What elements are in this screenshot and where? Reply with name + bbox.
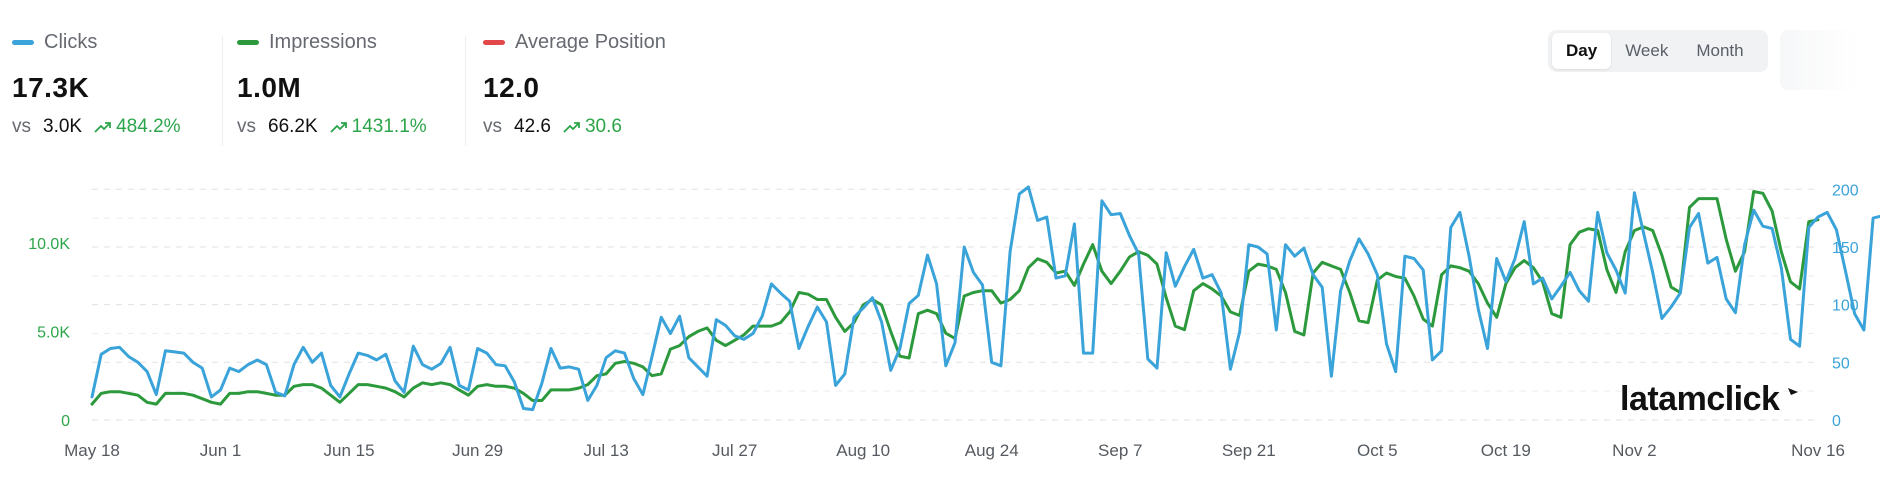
x-axis-tick-label: Oct 5 [1357, 441, 1398, 460]
left-axis: 0 5.0K 10.0K [28, 236, 70, 430]
legend-label: Clicks [44, 30, 98, 53]
x-axis-tick-label: Oct 19 [1481, 441, 1531, 460]
change-indicator: 1431.1% [330, 116, 427, 138]
trend-up-icon [563, 122, 580, 133]
previous-value: 42.6 [514, 116, 551, 137]
compare-row: vs 66.2K 1431.1% [237, 116, 427, 138]
average-position-swatch-icon [483, 39, 505, 45]
vs-label: vs [483, 116, 502, 137]
x-axis-tick-label: Nov 16 [1791, 441, 1845, 460]
x-axis-tick-label: Jul 27 [712, 441, 757, 460]
legend-impressions[interactable]: Impressions [237, 28, 427, 56]
impressions-swatch-icon [237, 39, 259, 45]
x-axis-tick-label: Jun 15 [324, 441, 375, 460]
compare-row: vs 42.6 30.6 [483, 116, 666, 138]
legend-clicks[interactable]: Clicks [12, 28, 181, 56]
metric-divider [222, 36, 223, 146]
x-axis-tick-label: Aug 24 [965, 441, 1019, 460]
left-axis-tick-label: 10.0K [28, 236, 70, 253]
change-indicator: 30.6 [563, 116, 622, 138]
compare-row: vs 3.0K 484.2% [12, 116, 181, 138]
x-axis-tick-label: Jun 1 [200, 441, 242, 460]
change-value: 484.2% [116, 116, 181, 137]
range-toggle: Day Week Month [1548, 30, 1768, 72]
left-axis-tick-label: 0 [61, 413, 70, 430]
grid-lines [92, 188, 1818, 421]
change-indicator: 484.2% [94, 116, 181, 138]
left-axis-tick-label: 5.0K [37, 324, 70, 341]
right-axis-tick-label: 200 [1832, 182, 1859, 199]
right-axis-tick-label: 0 [1832, 413, 1841, 430]
x-axis-tick-label: Sep 7 [1098, 441, 1142, 460]
previous-value: 3.0K [43, 116, 83, 137]
series-line-clicks [90, 185, 1880, 412]
metric-impressions: Impressions 1.0M vs 66.2K 1431.1% [237, 28, 427, 138]
x-axis-tick-label: Nov 2 [1612, 441, 1656, 460]
trend-up-icon [330, 122, 347, 133]
x-axis-tick-label: Jul 13 [583, 441, 628, 460]
x-axis-tick-label: Sep 21 [1222, 441, 1276, 460]
change-value: 30.6 [584, 116, 622, 137]
right-axis-tick-label: 50 [1832, 355, 1850, 372]
x-axis-tick-label: Jun 29 [452, 441, 503, 460]
legend-label: Impressions [269, 30, 377, 53]
watermark-logo: latamclick [1620, 380, 1780, 418]
metric-divider [465, 36, 466, 146]
clicks-swatch-icon [12, 39, 34, 45]
vs-label: vs [237, 116, 256, 137]
legend-average-position[interactable]: Average Position [483, 28, 666, 56]
metric-average-position: Average Position 12.0 vs 42.6 30.6 [483, 28, 666, 138]
series-layer [90, 185, 1880, 412]
faded-control [1780, 30, 1860, 90]
metric-value: 1.0M [237, 72, 302, 103]
range-week-button[interactable]: Week [1625, 41, 1669, 60]
vs-label: vs [12, 116, 31, 137]
metric-value: 17.3K [12, 72, 90, 103]
right-axis-tick-label: 150 [1832, 240, 1859, 257]
x-axis: May 18 Jun 1 Jun 15 Jun 29 Jul 13 Jul 27 Aug 1… [64, 441, 1845, 460]
range-day-button[interactable]: Day [1552, 33, 1612, 69]
metric-clicks: Clicks 17.3K vs 3.0K 484.2% [12, 28, 181, 138]
metric-value: 12.0 [483, 72, 540, 103]
watermark-cursor-icon [1788, 388, 1798, 395]
x-axis-tick-label: May 18 [64, 441, 120, 460]
range-month-button[interactable]: Month [1696, 41, 1744, 60]
x-axis-tick-label: Aug 10 [836, 441, 890, 460]
legend-label: Average Position [515, 30, 666, 53]
trend-up-icon [94, 122, 111, 133]
change-value: 1431.1% [351, 116, 427, 137]
previous-value: 66.2K [268, 116, 318, 137]
